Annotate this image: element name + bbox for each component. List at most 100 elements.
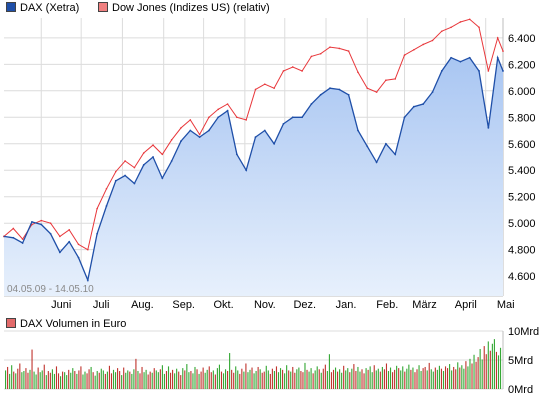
volume-bar — [84, 371, 86, 389]
volume-bar — [239, 373, 241, 389]
volume-bar — [121, 375, 123, 389]
y-axis-labels: 4.600 4.800 5.000 5.200 5.400 5.600 5.800 6.000… — [508, 33, 536, 283]
volume-bar — [182, 368, 184, 389]
volume-bar — [188, 372, 190, 389]
volume-bar — [487, 341, 489, 389]
volume-bar — [53, 373, 56, 389]
volume-bar — [198, 373, 200, 389]
volume-bar — [186, 364, 188, 389]
volume-bar — [428, 362, 430, 389]
y-tick-label: 6.200 — [508, 59, 536, 71]
volume-bar — [15, 373, 17, 389]
volume-bar — [196, 369, 198, 389]
volume-bar — [92, 372, 94, 389]
volume-bar — [29, 369, 31, 389]
volume-bar — [208, 366, 210, 389]
volume-bar — [39, 372, 41, 389]
volume-bar — [277, 372, 280, 389]
volume-bar — [292, 366, 294, 389]
volume-bar — [410, 369, 412, 389]
volume-bar — [312, 373, 314, 389]
volume-bar — [190, 371, 192, 389]
dax-area — [4, 57, 503, 297]
volume-bar — [424, 366, 426, 389]
volume-bar — [167, 366, 170, 389]
volume-bar — [485, 354, 487, 389]
volume-bar — [241, 368, 243, 389]
volume-bar — [477, 357, 479, 389]
volume-bar — [371, 372, 373, 389]
volume-bar — [247, 372, 249, 389]
volume-bar — [139, 373, 141, 389]
volume-bar — [76, 373, 78, 389]
y-tick-label: 5.000 — [508, 218, 536, 230]
volume-bar — [273, 371, 275, 389]
volume-bar — [459, 367, 461, 389]
volume-bar — [286, 365, 288, 389]
volume-bar — [324, 364, 326, 389]
volume-bar — [159, 369, 161, 389]
x-tick-label: Okt. — [214, 299, 234, 311]
volume-bar — [269, 373, 271, 389]
volume-bar — [353, 364, 355, 389]
volume-bar — [149, 371, 151, 389]
volume-bar — [151, 372, 153, 389]
volume-bar — [471, 363, 473, 389]
volume-bar — [169, 372, 172, 389]
volume-bar — [86, 373, 88, 389]
volume-bar — [426, 370, 428, 389]
x-tick-label: Juli — [93, 299, 110, 311]
volume-bar — [96, 371, 98, 389]
volume-bar — [330, 372, 333, 389]
volume-bar — [141, 366, 143, 389]
volume-bar — [406, 368, 408, 389]
volume-bar — [104, 373, 106, 389]
volume-bar — [381, 366, 383, 389]
volume-bar — [9, 373, 11, 389]
volume-bar — [469, 358, 471, 389]
volume-bar — [282, 369, 284, 389]
volume-bar — [204, 372, 206, 389]
volume-bar — [17, 368, 19, 389]
volume-bar — [222, 373, 225, 389]
volume-bar — [473, 354, 475, 389]
legend-dax-label: DAX (Xetra) — [20, 2, 80, 14]
volume-bar — [60, 376, 62, 389]
volume-bar — [357, 366, 359, 389]
volume-bar — [316, 366, 318, 389]
volume-bar — [436, 369, 438, 389]
volume-bar — [455, 369, 457, 389]
volume-bar — [361, 369, 363, 389]
volume-bar — [298, 367, 300, 389]
volume-bar — [355, 371, 357, 389]
volume-bar — [125, 372, 127, 389]
volume-bar — [318, 369, 320, 389]
volume-bar — [192, 373, 194, 389]
x-tick-label: Jan. — [336, 299, 357, 311]
volume-bar — [174, 373, 176, 389]
volume-bar — [153, 368, 155, 389]
volume-bar — [302, 372, 304, 389]
x-tick-label: Feb. — [376, 299, 398, 311]
volume-bar — [243, 371, 245, 389]
legend-dax: DAX (Xetra) — [6, 2, 79, 14]
volume-bar — [88, 369, 90, 389]
volume-bar — [449, 364, 451, 389]
volume-bar — [229, 353, 231, 389]
volume-bar — [218, 364, 220, 389]
volume-bar — [457, 362, 459, 389]
volume-bar — [257, 366, 259, 389]
volume-bar — [108, 365, 110, 389]
volume-bar — [235, 366, 237, 389]
volume-bar — [155, 370, 157, 389]
volume-bar — [367, 369, 369, 389]
x-tick-label: Mai — [497, 299, 515, 311]
x-tick-label: Aug. — [131, 299, 154, 311]
volume-bar — [7, 366, 9, 389]
volume-bar — [90, 366, 92, 389]
dax-line — [3, 55, 504, 283]
volume-bar — [489, 350, 491, 389]
volume-bar — [214, 374, 216, 389]
volume-bar — [70, 372, 72, 389]
volume-bar — [440, 368, 443, 389]
